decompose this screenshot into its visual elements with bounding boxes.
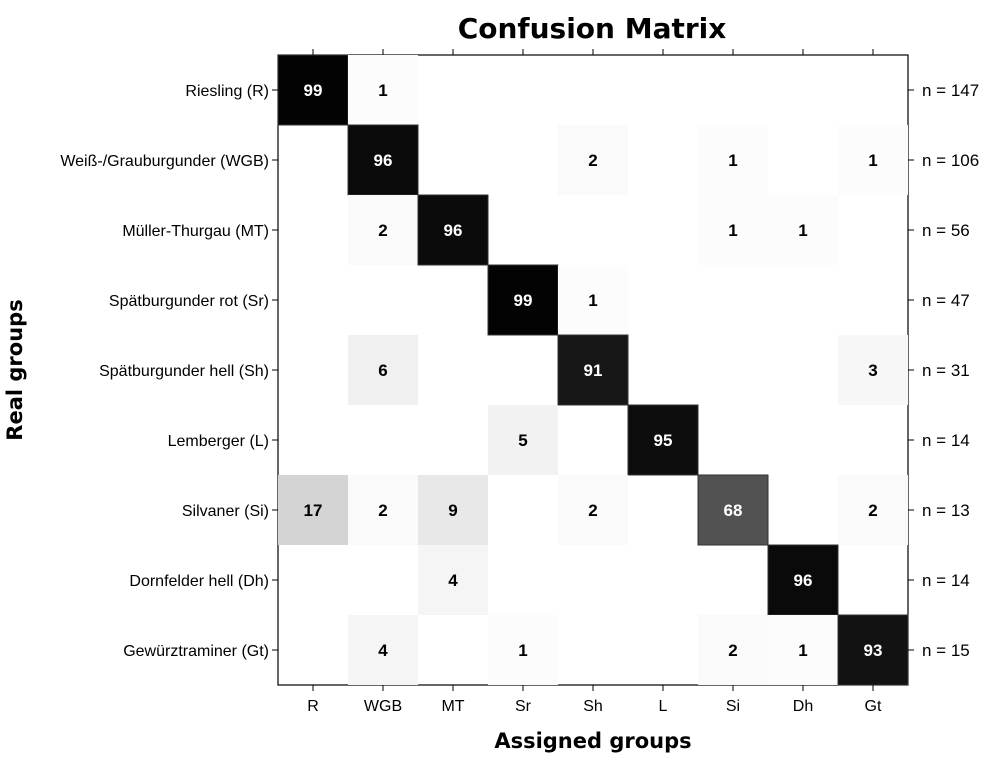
matrix-cell <box>557 334 629 406</box>
column-tick-label: Dh <box>793 698 813 715</box>
row-tick-label: Riesling (R) <box>185 83 269 100</box>
matrix-cell-label: 1 <box>728 151 737 170</box>
matrix-cell <box>277 54 349 126</box>
matrix-cell-label: 2 <box>728 641 737 660</box>
matrix-cell-label: 93 <box>864 641 883 660</box>
matrix-cell <box>348 475 418 545</box>
matrix-cell-label: 5 <box>518 431 527 450</box>
matrix-cell <box>348 615 418 685</box>
column-tick-labels: R WGB MT Sr Sh L Si Dh Gt <box>307 49 882 715</box>
matrix-cell-label: 9 <box>448 501 457 520</box>
matrix-cell-label: 99 <box>514 291 533 310</box>
matrix-cell <box>558 125 628 195</box>
row-count-labels: n = 147 n = 106 n = 56 n = 47 n = 31 n = 14 n … <box>922 81 979 660</box>
y-axis-title: Real groups <box>3 299 27 440</box>
row-tick-labels: Riesling (R) Weiß-/Grauburgunder (WGB) Mül… <box>60 83 914 660</box>
row-tick-label: Weiß-/Grauburgunder (WGB) <box>60 153 269 170</box>
column-tick-label: L <box>659 698 668 715</box>
column-tick-label: Gt <box>865 698 882 715</box>
row-count-label: n = 13 <box>922 501 970 520</box>
row-tick-label: Spätburgunder hell (Sh) <box>99 363 269 380</box>
chart-title: Confusion Matrix <box>458 12 727 45</box>
row-tick-label: Müller-Thurgau (MT) <box>122 223 269 240</box>
matrix-cell <box>698 125 768 195</box>
matrix-cell <box>348 55 418 125</box>
matrix-cell-label: 2 <box>588 151 597 170</box>
row-tick-label: Spätburgunder rot (Sr) <box>109 293 269 310</box>
matrix-cell <box>838 475 908 545</box>
matrix-cell-label: 4 <box>448 571 458 590</box>
matrix-cell-label: 2 <box>868 501 877 520</box>
matrix-cell-label: 4 <box>378 641 388 660</box>
matrix-cell <box>627 404 699 476</box>
matrix-cell <box>488 405 558 475</box>
matrix-cell <box>487 264 559 336</box>
matrix-cell-label: 91 <box>584 361 603 380</box>
matrix-cell-label: 96 <box>444 221 463 240</box>
matrix-cell-label: 17 <box>304 501 323 520</box>
matrix-cell <box>348 195 418 265</box>
row-tick-label: Lemberger (L) <box>168 433 269 450</box>
matrix-cell <box>348 335 418 405</box>
row-count-label: n = 56 <box>922 221 970 240</box>
matrix-cell-label: 6 <box>378 361 387 380</box>
row-tick-label: Gewürztraminer (Gt) <box>123 643 269 660</box>
matrix-cell <box>278 475 348 545</box>
matrix-cell <box>768 615 838 685</box>
matrix-cell <box>768 195 838 265</box>
column-tick-label: MT <box>441 698 464 715</box>
row-count-label: n = 47 <box>922 291 970 310</box>
row-count-label: n = 14 <box>922 431 970 450</box>
column-tick-label: Sr <box>515 698 532 715</box>
matrix-cell-label: 1 <box>868 151 877 170</box>
matrix-cell <box>767 544 839 616</box>
matrix-cell <box>838 335 908 405</box>
column-tick-label: Sh <box>583 698 603 715</box>
matrix-cell <box>838 125 908 195</box>
matrix-cell-label: 1 <box>798 221 807 240</box>
row-tick-label: Dornfelder hell (Dh) <box>129 573 269 590</box>
row-count-label: n = 147 <box>922 81 979 100</box>
matrix-cell-label: 2 <box>378 501 387 520</box>
row-count-label: n = 15 <box>922 641 970 660</box>
matrix-cell-label: 68 <box>724 501 743 520</box>
matrix-cell-labels: 99 1 96 2 1 1 2 96 1 1 99 1 6 91 3 5 95 17 2 9 2 68 2 4 96 4 1 2 1 93 <box>304 81 883 660</box>
matrix-cell-label: 3 <box>868 361 877 380</box>
matrix-cell <box>488 615 558 685</box>
row-tick-label: Silvaner (Si) <box>182 503 269 520</box>
matrix-cell-label: 2 <box>378 221 387 240</box>
matrix-cell-label: 96 <box>374 151 393 170</box>
matrix-cell-label: 95 <box>654 431 673 450</box>
matrix-cell-label: 1 <box>588 291 597 310</box>
matrix-cell <box>837 614 909 686</box>
matrix-cell-label: 1 <box>518 641 527 660</box>
column-tick-label: WGB <box>364 698 402 715</box>
matrix-cell <box>418 475 488 545</box>
matrix-cells <box>277 54 909 686</box>
row-count-label: n = 106 <box>922 151 979 170</box>
matrix-cell-label: 96 <box>794 571 813 590</box>
matrix-cell <box>347 124 419 196</box>
matrix-cell <box>417 194 489 266</box>
matrix-cell-label: 1 <box>378 81 387 100</box>
matrix-cell-label: 99 <box>304 81 323 100</box>
matrix-cell-label: 1 <box>728 221 737 240</box>
matrix-cell <box>418 545 488 615</box>
matrix-cell <box>698 195 768 265</box>
column-tick-label: R <box>307 698 319 715</box>
matrix-cell <box>558 265 628 335</box>
row-count-label: n = 31 <box>922 361 970 380</box>
column-tick-label: Si <box>726 698 740 715</box>
x-axis-title: Assigned groups <box>494 729 691 753</box>
row-count-label: n = 14 <box>922 571 970 590</box>
matrix-cell <box>558 475 628 545</box>
matrix-cell <box>698 615 768 685</box>
matrix-cell-label: 2 <box>588 501 597 520</box>
matrix-cell <box>697 474 769 546</box>
matrix-cell-label: 1 <box>798 641 807 660</box>
